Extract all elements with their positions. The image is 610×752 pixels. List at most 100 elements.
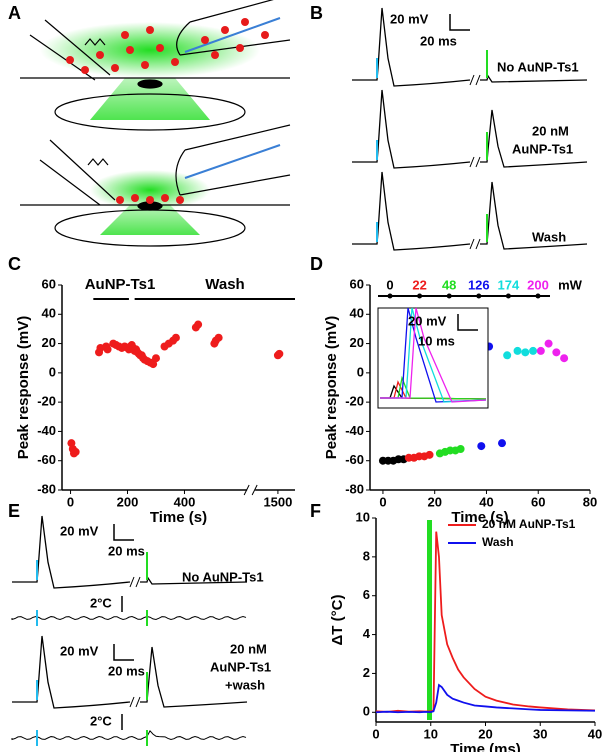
y-tick-label: 6: [363, 587, 370, 602]
y-tick-label: 20: [42, 335, 56, 350]
temp-trace: [11, 615, 247, 621]
legend-label: 22: [412, 277, 426, 292]
panel-letter: C: [8, 254, 21, 274]
x-axis-label: Time (s): [150, 509, 207, 526]
trace: [352, 171, 588, 251]
panel-letter: A: [8, 3, 21, 23]
break-mark: [129, 696, 141, 708]
y-tick-label: -60: [345, 452, 364, 467]
y-tick-label: 40: [350, 306, 364, 321]
point: [552, 348, 561, 357]
trace: [352, 89, 588, 169]
point: [513, 346, 522, 355]
legend-label: 200: [527, 277, 549, 292]
x-tick-label: 0: [379, 494, 386, 509]
y-tick-label: -80: [37, 481, 56, 496]
y-axis-label: Peak response (mV): [323, 316, 340, 459]
inset-trace: [380, 307, 487, 403]
point: [529, 346, 538, 355]
y-tick-label: 8: [363, 548, 370, 563]
scale-bar: [113, 524, 134, 730]
y-tick-label: 10: [356, 509, 370, 524]
power-dot: [387, 293, 393, 299]
x-tick-label: 400: [174, 494, 196, 509]
point: [171, 333, 180, 342]
axis-break: [243, 484, 258, 496]
panel-letter: F: [310, 501, 321, 521]
power-dot: [417, 293, 423, 299]
y-tick-label: -20: [37, 394, 56, 409]
x-tick-label: 200: [117, 494, 139, 509]
power-dot: [535, 293, 541, 299]
scale-label: 20 ms: [420, 33, 457, 48]
y-tick-label: 60: [350, 276, 364, 291]
trace-label: Wash: [532, 229, 566, 244]
y-tick-label: 0: [363, 704, 370, 719]
point: [194, 320, 203, 329]
x-tick-label: 40: [479, 494, 493, 509]
power-dot: [446, 293, 452, 299]
break-mark: [129, 576, 141, 588]
trace-label: No AuNP-Ts1: [497, 59, 579, 74]
y-tick-label: 40: [42, 306, 56, 321]
legend-label: 126: [468, 277, 490, 292]
trace-label: No AuNP-Ts1: [182, 569, 264, 584]
scale-label: 20 mV: [390, 11, 429, 26]
scale-label: 2°C: [90, 713, 112, 728]
power-dot: [476, 293, 482, 299]
point: [521, 348, 530, 357]
scale-label: 20 ms: [108, 663, 145, 678]
stimulus-bar: [427, 520, 432, 720]
legend-label: 174: [498, 277, 520, 292]
x-tick-label: 20: [478, 726, 492, 741]
legend-label: 48: [442, 277, 456, 292]
break-mark: [469, 238, 481, 250]
scale-label: 2°C: [90, 595, 112, 610]
point: [498, 439, 506, 448]
x-tick-label: 20: [427, 494, 441, 509]
trace: [12, 635, 248, 709]
y-tick-label: 20: [350, 335, 364, 350]
nanoparticles: [66, 18, 269, 204]
scale-bar: [457, 314, 478, 331]
point: [536, 346, 545, 355]
y-tick-label: -40: [37, 423, 56, 438]
scale-label: 20 mV: [60, 523, 99, 538]
legend-label: 20 nM AuNP-Ts1: [482, 517, 576, 531]
point: [477, 442, 486, 451]
point: [544, 339, 553, 348]
line: [375, 531, 596, 713]
trace-label: +wash: [225, 677, 265, 692]
y-tick-label: -80: [345, 481, 364, 496]
line: [375, 683, 596, 714]
y-tick-label: 0: [357, 364, 364, 379]
unit-label: mW: [558, 277, 583, 292]
y-tick-label: 0: [49, 364, 56, 379]
point: [151, 354, 160, 363]
y-tick-label: -40: [345, 423, 364, 438]
temp-trace: [11, 729, 247, 741]
x-tick-label: 40: [588, 726, 602, 741]
x-tick-label: 10: [424, 726, 438, 741]
scale-bar: [449, 14, 470, 31]
break-mark: [469, 156, 481, 168]
x-tick-label: 1500: [263, 494, 292, 509]
point: [456, 445, 465, 453]
point: [425, 450, 434, 459]
x-tick-label: 80: [583, 494, 597, 509]
y-tick-label: 2: [363, 665, 370, 680]
y-tick-label: 4: [363, 626, 371, 641]
point: [71, 447, 80, 456]
y-tick-label: -60: [37, 452, 56, 467]
point: [103, 345, 112, 354]
y-axis-label: ΔT (°C): [329, 595, 346, 646]
power-dot: [505, 293, 511, 299]
scale-label: 20 ms: [108, 543, 145, 558]
diagram-a: [20, 0, 291, 247]
x-tick-label: 30: [533, 726, 547, 741]
x-tick-label: 0: [67, 494, 74, 509]
panel-letter: B: [310, 3, 323, 23]
trace-label: 20 nM: [532, 123, 569, 138]
trace-label: AuNP-Ts1: [210, 659, 271, 674]
inset-scale: 10 ms: [418, 333, 455, 348]
